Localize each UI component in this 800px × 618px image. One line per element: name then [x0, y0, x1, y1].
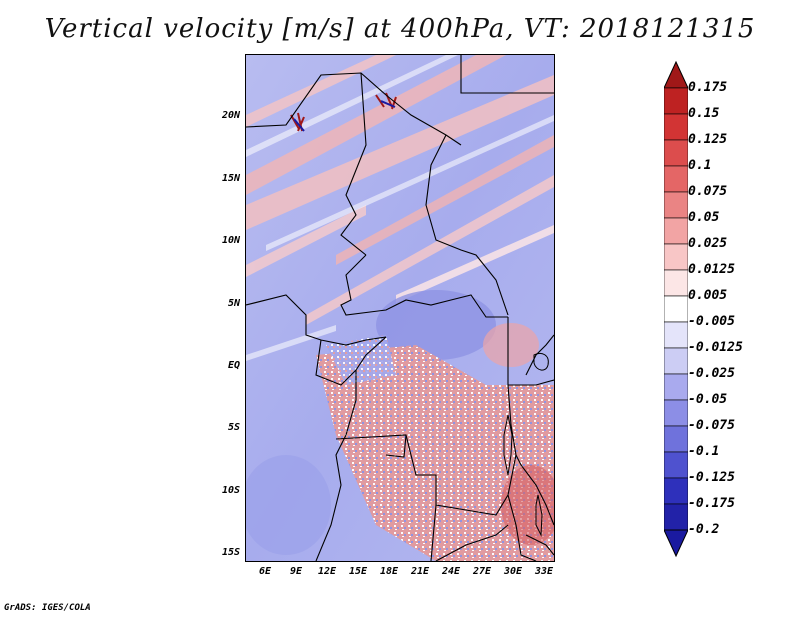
- colorbar-arrow-bottom: [664, 529, 688, 558]
- mixed-noise-region: [326, 335, 396, 385]
- colorbar-label: -0.125: [688, 470, 735, 485]
- velocity-field-map: [246, 55, 554, 561]
- colorbar-cell: [664, 113, 688, 141]
- lat-label-eq: EQ: [227, 360, 240, 371]
- colorbar-label: -0.175: [688, 496, 735, 511]
- colorbar-label: 0.05: [688, 210, 720, 225]
- country-borders: [246, 55, 554, 561]
- lon-label-27e: 27E: [472, 566, 492, 577]
- neutral-streaks: [246, 55, 554, 361]
- lon-label-9e: 9E: [289, 566, 303, 577]
- lon-label-24e: 24E: [441, 566, 461, 577]
- colorbar-cell: [664, 139, 688, 167]
- colorbar-label: -0.1: [688, 444, 720, 459]
- colorbar-cell: [664, 321, 688, 349]
- lat-label-10n: 10N: [221, 235, 240, 246]
- footer-credit: GrADS: IGES/COLA: [4, 603, 91, 613]
- colorbar-label: 0.075: [688, 184, 728, 199]
- colorbar-cell: [664, 243, 688, 271]
- colorbar-label: -0.075: [688, 418, 735, 433]
- colorbar-label: 0.125: [688, 132, 728, 147]
- colorbar-cell: [664, 165, 688, 193]
- lat-label-20n: 20N: [221, 110, 240, 121]
- colorbar-label: 0.005: [688, 288, 728, 303]
- map-panel: [245, 54, 555, 562]
- positive-patch-east: [483, 323, 539, 367]
- lon-label-30e: 30E: [503, 566, 523, 577]
- colorbar-cell: [664, 217, 688, 245]
- colorbar-label: -0.025: [688, 366, 735, 381]
- colorbar-cell: [664, 503, 688, 531]
- lat-label-10s: 10S: [221, 485, 240, 496]
- negative-southwest: [246, 455, 331, 555]
- lat-label-15n: 15N: [221, 173, 240, 184]
- colorbar-cell: [664, 373, 688, 401]
- colorbar-label: 0.1: [688, 158, 712, 173]
- colorbar-cell: [664, 87, 688, 115]
- lat-label-5n: 5N: [227, 298, 240, 309]
- colorbar-label: 0.175: [688, 80, 728, 95]
- strong-positive-patch: [501, 465, 554, 545]
- colorbar-label: -0.0125: [688, 340, 743, 355]
- lat-label-15s: 15S: [221, 547, 240, 558]
- lat-label-5s: 5S: [227, 422, 240, 433]
- colorbar-cell: [664, 347, 688, 375]
- colorbar-label: 0.15: [688, 106, 720, 121]
- positive-streaks: [246, 55, 554, 325]
- colorbar-label: 0.025: [688, 236, 728, 251]
- lakes: [503, 352, 549, 537]
- colorbar-cell: [664, 425, 688, 453]
- colorbar-cell: [664, 191, 688, 219]
- colorbar-cell: [664, 269, 688, 297]
- colorbar-cell: [664, 399, 688, 427]
- chart-title: Vertical velocity [m/s] at 400hPa, VT: 2…: [44, 14, 756, 44]
- colorbar-cell: [664, 477, 688, 505]
- lon-label-6e: 6E: [258, 566, 272, 577]
- lon-label-18e: 18E: [379, 566, 399, 577]
- colorbar-label: 0.0125: [688, 262, 735, 277]
- negative-core: [376, 290, 496, 360]
- colorbar-label: -0.005: [688, 314, 735, 329]
- lon-label-15e: 15E: [348, 566, 368, 577]
- colorbar: [664, 60, 688, 558]
- lon-label-21e: 21E: [410, 566, 430, 577]
- lon-label-33e: 33E: [534, 566, 554, 577]
- colorbar-label: -0.2: [688, 522, 720, 537]
- lon-label-12e: 12E: [317, 566, 337, 577]
- positive-noise-region: [316, 345, 554, 561]
- colorbar-cell: [664, 295, 688, 323]
- colorbar-arrow-top: [664, 60, 688, 89]
- colorbar-label: -0.05: [688, 392, 728, 407]
- colorbar-cell: [664, 451, 688, 479]
